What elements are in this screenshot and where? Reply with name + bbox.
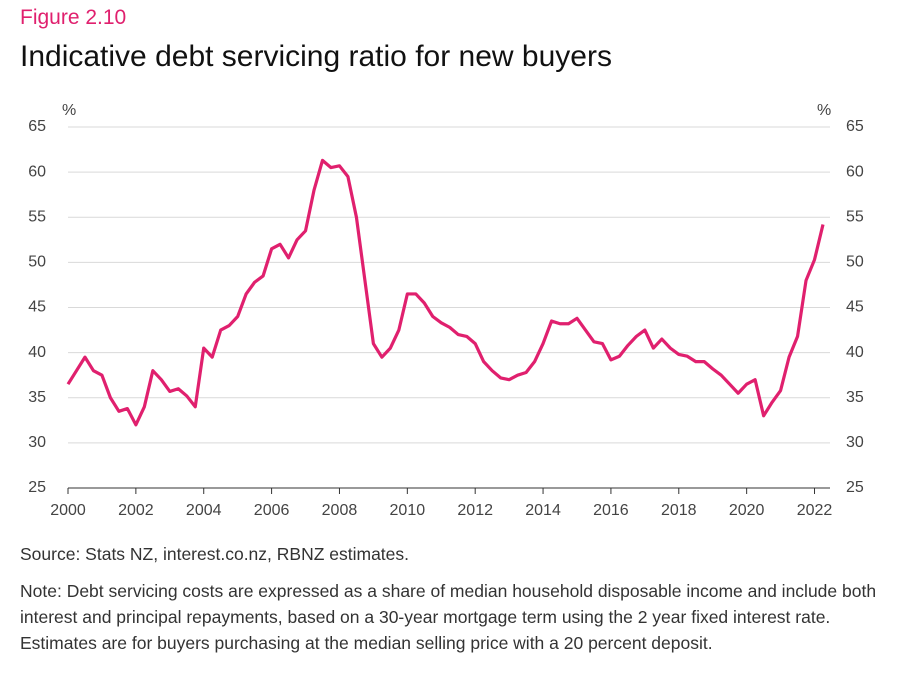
x-tick-label: 2022 (797, 502, 833, 519)
x-tick-label: 2014 (525, 502, 561, 519)
y2-tick-label: 60 (846, 163, 864, 180)
y2-tick-label: 40 (846, 344, 864, 361)
y2-tick-label: 35 (846, 389, 864, 406)
x-tick-label: 2020 (729, 502, 765, 519)
y2-axis-label: % (817, 102, 831, 119)
y2-tick-label: 55 (846, 208, 864, 225)
source: Source: Stats NZ, interest.co.nz, RBNZ e… (20, 544, 410, 564)
x-tick-label: 2018 (661, 502, 697, 519)
y2-tick-label: 25 (846, 479, 864, 496)
y-tick-label: 25 (28, 479, 46, 496)
y-tick-label: 45 (28, 299, 46, 316)
y-tick-label: 40 (28, 344, 46, 361)
y-tick-label: 35 (28, 389, 46, 406)
y-tick-label: 60 (28, 163, 46, 180)
y-tick-label: 55 (28, 208, 46, 225)
y2-tick-label: 30 (846, 434, 864, 451)
x-tick-label: 2010 (390, 502, 426, 519)
x-tick-label: 2000 (50, 502, 86, 519)
figure-label: Figure 2.10 (20, 6, 127, 29)
chart-title: Indicative debt servicing ratio for new … (20, 40, 612, 73)
x-tick-label: 2004 (186, 502, 222, 519)
y-tick-label: 50 (28, 254, 46, 271)
x-tick-label: 2016 (593, 502, 629, 519)
x-tick-label: 2008 (322, 502, 358, 519)
note: Note: Debt servicing costs are expressed… (20, 581, 877, 653)
y-axis-label: % (62, 102, 76, 119)
x-tick-label: 2006 (254, 502, 290, 519)
y-tick-label: 65 (28, 118, 46, 135)
x-tick-label: 2002 (118, 502, 154, 519)
y2-tick-label: 50 (846, 254, 864, 271)
data-line (66, 158, 825, 427)
y2-tick-label: 45 (846, 299, 864, 316)
y-tick-label: 30 (28, 434, 46, 451)
y2-tick-label: 65 (846, 118, 864, 135)
x-tick-label: 2012 (457, 502, 493, 519)
